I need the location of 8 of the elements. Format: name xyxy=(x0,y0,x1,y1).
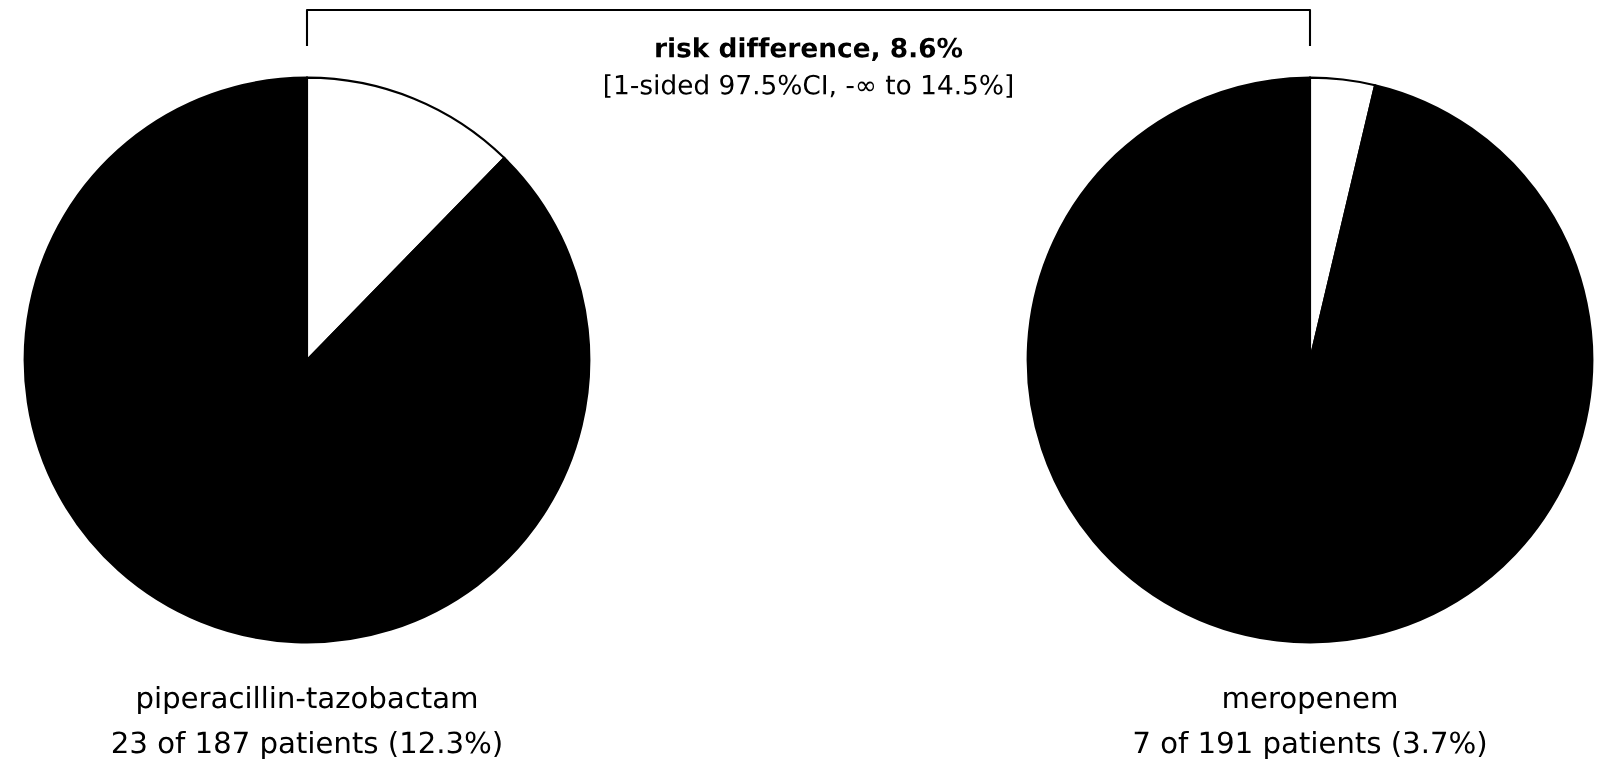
text: risk difference, 8.6% xyxy=(656,37,963,62)
text: 7 of 191 patients (3.7%) xyxy=(1134,730,1486,760)
pie-slice xyxy=(1026,76,1594,644)
pie-slice xyxy=(23,76,591,644)
text: meropenem xyxy=(1224,691,1396,715)
text: 23 of 187 patients (12.3%) xyxy=(112,730,501,760)
text: piperacillin-tazobactam xyxy=(138,685,477,715)
text: [1-sided 97.5%CI, -∞ to 14.5%] xyxy=(605,74,1012,98)
